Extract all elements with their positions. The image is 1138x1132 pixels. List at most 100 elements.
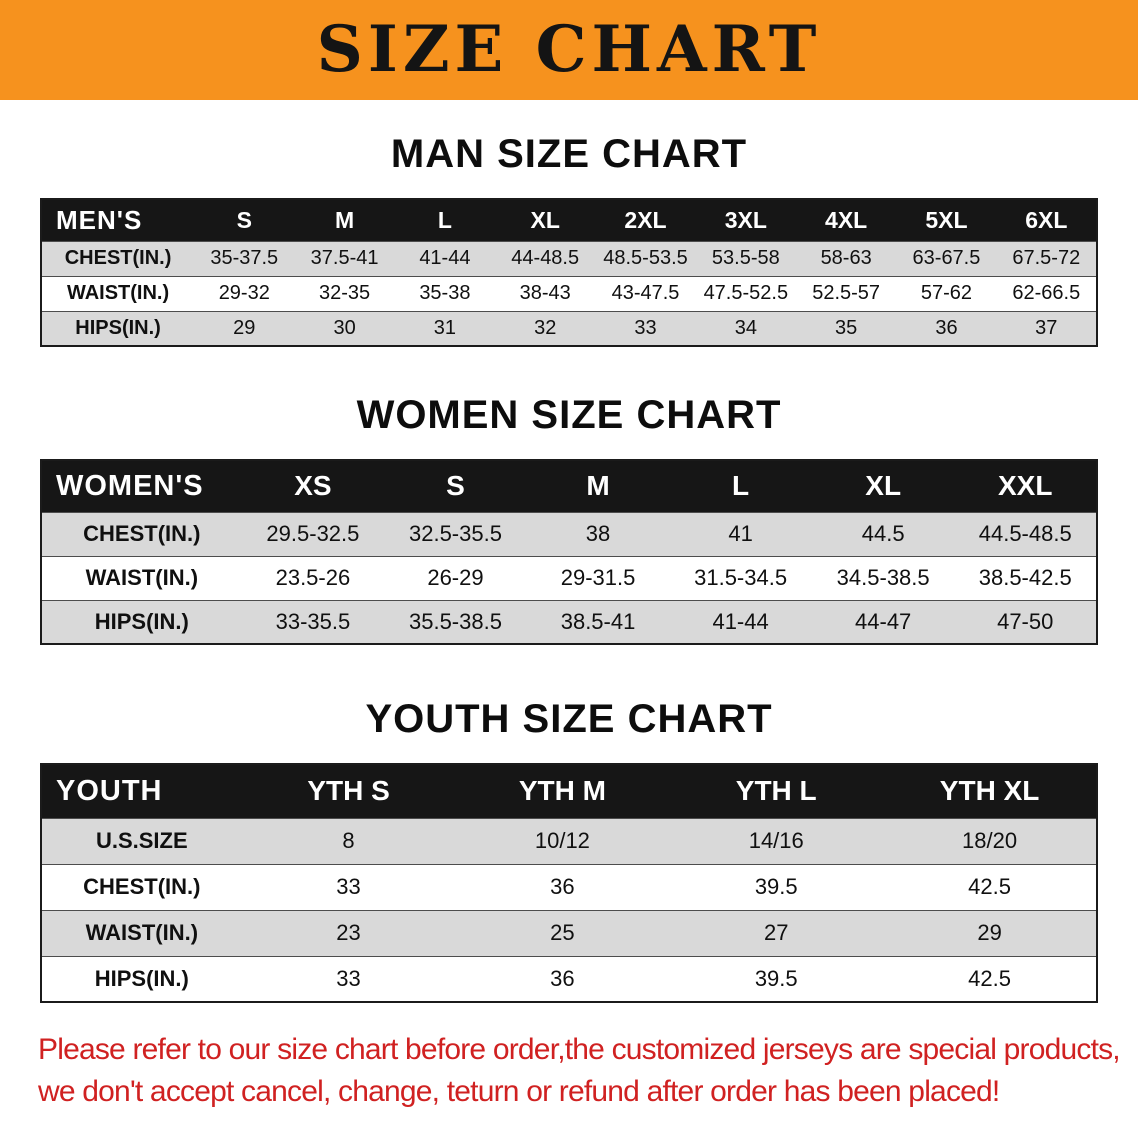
- table-row: HIPS(IN.) 33 36 39.5 42.5: [41, 956, 1097, 1002]
- table-row: CHEST(IN.) 35-37.5 37.5-41 41-44 44-48.5 48.5…: [41, 241, 1097, 276]
- table-row: CHEST(IN.) 33 36 39.5 42.5: [41, 864, 1097, 910]
- size-header-cell: XXL: [954, 460, 1097, 512]
- value-cell: 10/12: [534, 828, 590, 853]
- size-header-cell: 2XL: [595, 199, 696, 241]
- value-cell: 36: [550, 965, 575, 991]
- value-cell: 37: [1035, 316, 1058, 339]
- value-cell: 57-62: [920, 282, 973, 304]
- value-cell: 8: [342, 828, 355, 853]
- row-label-cell: CHEST(IN.): [83, 521, 201, 546]
- value-cell: 31: [433, 316, 457, 339]
- value-cell: 47-50: [997, 608, 1054, 634]
- row-label-cell: CHEST(IN.): [83, 874, 201, 899]
- value-cell: 42.5: [968, 874, 1011, 899]
- table-header-row: WOMEN'S XS S M L XL XXL: [41, 460, 1097, 512]
- disclaimer: Please refer to our size chart before or…: [0, 1029, 1138, 1113]
- value-cell: 62-66.5: [1012, 282, 1081, 304]
- value-cell: 29: [233, 316, 256, 339]
- size-header-cell: S: [384, 460, 527, 512]
- size-header-cell: 4XL: [795, 199, 897, 241]
- size-header-cell: YTH XL: [883, 764, 1097, 818]
- value-cell: 33: [336, 965, 361, 991]
- row-label-cell: WAIST(IN.): [85, 920, 199, 945]
- value-cell: 44.5-48.5: [978, 521, 1072, 546]
- value-cell: 41-44: [419, 247, 471, 269]
- women-section-heading: WOMEN SIZE CHART: [356, 393, 782, 437]
- table-row: HIPS(IN.) 33-35.5 35.5-38.5 38.5-41 41-44 44-…: [41, 600, 1097, 644]
- youth-section-heading: YOUTH SIZE CHART: [365, 697, 773, 741]
- men-size-table: MEN'S S M L XL 2XL 3XL 4XL 5XL 6XL CHEST(IN.) 35-37…: [40, 198, 1098, 347]
- value-cell: 36: [550, 874, 575, 899]
- size-header-cell: YTH S: [241, 764, 456, 818]
- row-label-cell: HIPS(IN.): [94, 608, 189, 634]
- value-cell: 63-67.5: [912, 247, 981, 269]
- disclaimer-line-2: we don't accept cancel, change, teturn o…: [38, 1075, 1000, 1108]
- size-header-cell: L: [394, 199, 496, 241]
- value-cell: 35.5-38.5: [408, 608, 502, 634]
- women-size-table: WOMEN'S XS S M L XL XXL CHEST(IN.) 29.5-32.5 32.5…: [40, 459, 1098, 645]
- size-header-cell: YTH M: [455, 764, 670, 818]
- table-header-row: YOUTH YTH S YTH M YTH L YTH XL: [41, 764, 1097, 818]
- value-cell: 36: [935, 316, 958, 339]
- size-header-cell: XS: [241, 460, 385, 512]
- row-label-cell: WAIST(IN.): [85, 565, 199, 590]
- value-cell: 33-35.5: [275, 608, 351, 634]
- value-cell: 26-29: [427, 565, 484, 590]
- table-title-cell: WOMEN'S: [41, 460, 242, 512]
- value-cell: 44-47: [855, 608, 912, 634]
- value-cell: 41: [728, 521, 753, 546]
- value-cell: 37.5-41: [310, 247, 379, 269]
- value-cell: 42.5: [968, 965, 1011, 991]
- youth-size-section: YOUTH SIZE CHART YOUTH YTH S YTH M YTH L YTH…: [0, 695, 1138, 1003]
- value-cell: 38.5-41: [560, 608, 636, 634]
- value-cell: 29: [977, 920, 1002, 945]
- value-cell: 43-47.5: [611, 282, 680, 304]
- value-cell: 38: [585, 521, 611, 546]
- value-cell: 32.5-35.5: [408, 521, 502, 546]
- men-section-heading: MAN SIZE CHART: [390, 132, 748, 176]
- value-cell: 33: [336, 874, 361, 899]
- value-cell: 58-63: [820, 247, 872, 269]
- size-header-cell: XL: [811, 460, 955, 512]
- value-cell: 48.5-53.5: [603, 247, 688, 269]
- table-title-cell: YOUTH: [41, 764, 242, 818]
- size-header-cell: YTH L: [669, 764, 884, 818]
- row-label-cell: HIPS(IN.): [94, 965, 189, 991]
- value-cell: 34.5-38.5: [836, 565, 930, 590]
- value-cell: 44-48.5: [511, 247, 580, 269]
- value-cell: 35-38: [419, 282, 471, 304]
- row-label-cell: U.S.SIZE: [95, 828, 188, 853]
- disclaimer-line-1: Please refer to our size chart before or…: [38, 1033, 1121, 1066]
- value-cell: 27: [763, 920, 789, 945]
- value-cell: 14/16: [748, 828, 804, 853]
- table-row: CHEST(IN.) 29.5-32.5 32.5-35.5 38 41 44.5 44.5…: [41, 512, 1097, 556]
- page-title: SIZE CHART: [316, 12, 822, 87]
- value-cell: 32: [534, 316, 557, 339]
- size-header-cell: 5XL: [896, 199, 997, 241]
- size-header-cell: L: [669, 460, 812, 512]
- table-row: WAIST(IN.) 29-32 32-35 35-38 38-43 43-47.5 47.…: [41, 276, 1097, 311]
- size-header-cell: 3XL: [695, 199, 796, 241]
- value-cell: 23.5-26: [275, 565, 351, 590]
- size-header-cell: XL: [495, 199, 596, 241]
- row-label-cell: WAIST(IN.): [66, 282, 170, 304]
- size-header-cell: 6XL: [996, 199, 1097, 241]
- table-row: U.S.SIZE 8 10/12 14/16 18/20: [41, 818, 1097, 864]
- size-header-cell: M: [526, 460, 670, 512]
- value-cell: 18/20: [962, 828, 1018, 853]
- value-cell: 52.5-57: [812, 282, 881, 304]
- value-cell: 34: [734, 316, 757, 339]
- table-title-cell: MEN'S: [41, 199, 195, 241]
- table-row: WAIST(IN.) 23.5-26 26-29 29-31.5 31.5-34.5 34…: [41, 556, 1097, 600]
- value-cell: 38-43: [519, 282, 571, 304]
- men-size-section: MAN SIZE CHART MEN'S S M L XL 2XL 3XL 4XL 5XL 6XL…: [0, 130, 1138, 347]
- size-header-cell: S: [194, 199, 295, 241]
- value-cell: 39.5: [754, 965, 798, 991]
- value-cell: 39.5: [754, 874, 798, 899]
- value-cell: 25: [550, 920, 575, 945]
- value-cell: 35-37.5: [210, 247, 279, 269]
- value-cell: 53.5-58: [711, 247, 780, 269]
- value-cell: 29-31.5: [560, 565, 636, 590]
- value-cell: 33: [634, 316, 657, 339]
